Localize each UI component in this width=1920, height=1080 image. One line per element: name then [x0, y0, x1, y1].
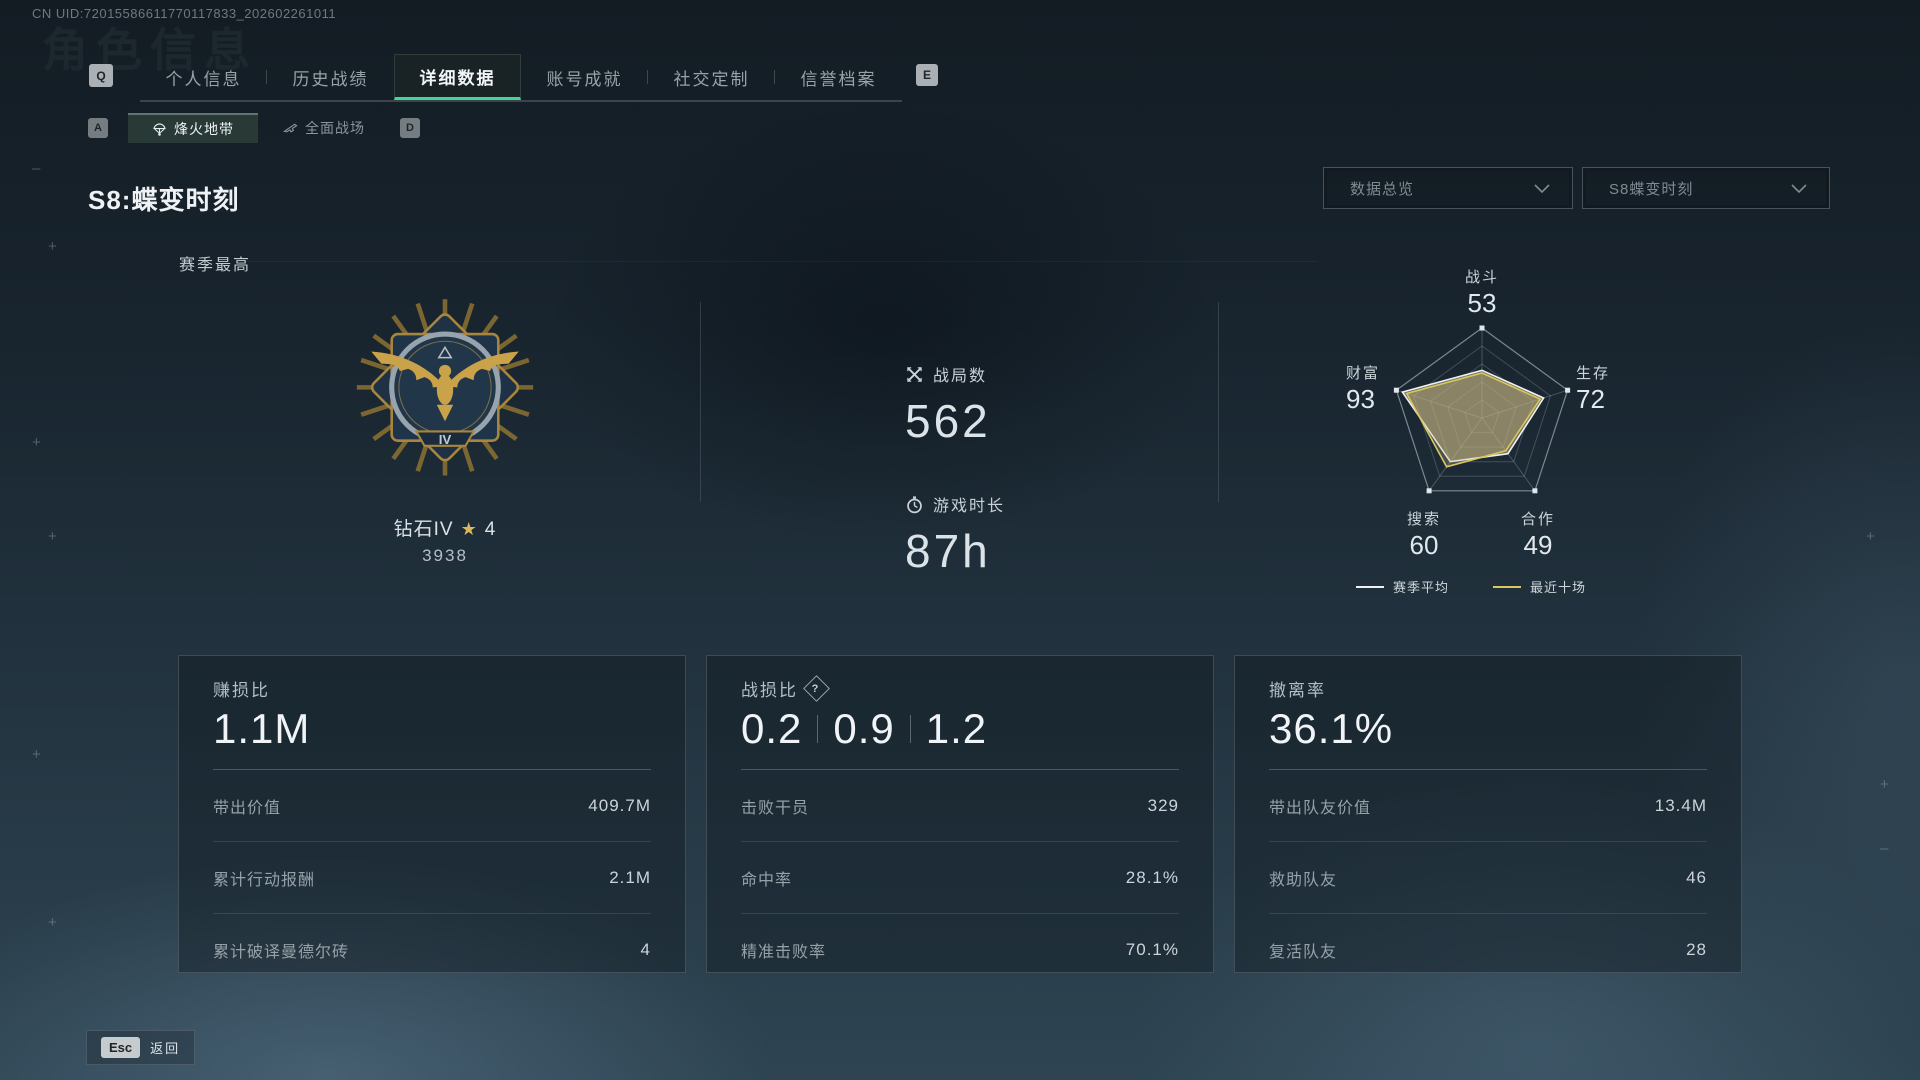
legend-season-average: 赛季平均 — [1356, 577, 1449, 596]
season-best-label: 赛季最高 — [179, 257, 252, 274]
value-separator — [909, 715, 911, 743]
playtime-value: 87h — [905, 525, 991, 577]
tab-history[interactable]: 历史战绩 — [292, 69, 369, 89]
matches-label: 战局数 — [933, 368, 988, 385]
stat-row: 击败干员 329 — [741, 770, 1179, 842]
playtime-stat: 游戏时长 87h — [905, 492, 1165, 578]
rank-points: 3938 — [422, 546, 468, 565]
subtab-label: 全面战场 — [305, 120, 365, 136]
tab-personal-info[interactable]: 个人信息 — [140, 54, 267, 100]
stat-row: 命中率 28.1% — [741, 842, 1179, 914]
tab-detailed-data[interactable]: 详细数据 — [394, 54, 521, 100]
rifle-icon — [283, 123, 298, 133]
decor-mark — [48, 528, 57, 545]
decor-mark — [48, 914, 57, 931]
stat-row: 带出队友价值 13.4M — [1269, 770, 1707, 842]
playtime-label: 游戏时长 — [933, 498, 1006, 515]
kd-ratio-card: 战损比 ? 0.2 0.9 1.2 击败干员 329 命中率 28.1% 精准击败率… — [706, 655, 1214, 973]
badge-tier-numeral: IV — [439, 432, 452, 447]
back-button[interactable]: Esc 返回 — [86, 1030, 196, 1065]
decor-mark — [32, 160, 40, 177]
mode-tab-bar: 烽火地带 全面战场 D — [128, 113, 420, 143]
radar-plot — [1393, 325, 1571, 494]
season-select-dropdown[interactable]: S8蝶变时刻 — [1582, 167, 1830, 209]
rank-badge: IV — [356, 299, 534, 476]
radar-axis-survival: 生存 72 — [1576, 365, 1611, 415]
crossed-swords-icon — [907, 366, 922, 382]
legend-swatch — [1493, 585, 1522, 588]
card-title: 战损比 — [741, 681, 798, 700]
key-hint-e: E — [916, 64, 938, 86]
eagle-icon — [371, 351, 519, 422]
stat-row: 累计破译曼德尔砖 4 — [213, 939, 651, 961]
matches-stat: 战局数 562 — [905, 362, 1165, 448]
dropdown-value: S8蝶变时刻 — [1609, 180, 1694, 198]
key-hint-a: A — [88, 118, 108, 138]
stat-row: 复活队友 28 — [1269, 939, 1707, 961]
chevron-down-icon — [1534, 183, 1550, 193]
decor-mark — [48, 238, 57, 255]
data-overview-dropdown[interactable]: 数据总览 — [1323, 167, 1573, 209]
profit-loss-card: 赚损比 1.1M 带出价值 409.7M 累计行动报酬 2.1M 累计破译曼德尔砖 4 — [178, 655, 686, 973]
decor-mark — [1866, 528, 1875, 545]
main-tab-bar: 个人信息 历史战绩 详细数据 账号成就 社交定制 信誉档案 — [140, 54, 902, 100]
tab-achievements[interactable]: 账号成就 — [521, 54, 648, 100]
subtab-battlefield[interactable]: 全面战场 — [258, 113, 390, 143]
card-big-value: 1.1M — [213, 705, 311, 752]
radar-axis-wealth: 财富 93 — [1346, 365, 1381, 415]
decor-mark — [32, 434, 41, 451]
tab-reputation[interactable]: 信誉档案 — [800, 69, 877, 89]
star-icon: ★ — [460, 519, 478, 539]
radar-chart: 战斗 53 生存 72 合作 49 搜索 60 财富 93 赛季平均 最近十场 — [1320, 255, 1740, 615]
decor-mark — [32, 746, 41, 763]
rank-tier-label: 钻石IV — [393, 519, 454, 540]
value-separator — [817, 715, 819, 743]
subtab-label: 烽火地带 — [174, 121, 234, 137]
tab-social[interactable]: 社交定制 — [648, 54, 775, 100]
chevron-down-icon — [1791, 183, 1807, 193]
subtab-fire-zone[interactable]: 烽火地带 — [128, 113, 258, 143]
decor-hairline — [238, 261, 1318, 262]
stat-row: 救助队友 46 — [1269, 842, 1707, 914]
account-uid: CN UID:72015586611770117833_202602261011 — [32, 6, 337, 21]
radar-axis-combat: 战斗 53 — [1464, 269, 1499, 319]
key-hint-d: D — [400, 118, 420, 138]
stat-row: 带出价值 409.7M — [213, 770, 651, 842]
stat-row: 累计行动报酬 2.1M — [213, 842, 651, 914]
legend-swatch — [1356, 585, 1384, 588]
back-label: 返回 — [150, 1041, 181, 1056]
radar-axis-search: 搜索 60 — [1406, 511, 1441, 561]
radar-legend: 赛季平均 最近十场 — [1356, 577, 1586, 596]
decor-mark — [1880, 776, 1889, 793]
stopwatch-icon — [907, 495, 922, 513]
decor-mark — [1880, 840, 1888, 857]
help-icon[interactable]: ? — [803, 675, 830, 702]
page-ghost-title: 角色信息 — [42, 24, 258, 76]
column-divider — [1218, 302, 1219, 502]
card-big-value: 36.1% — [1269, 705, 1394, 752]
rank-tier-line: 钻石IV ★ 4 — [330, 514, 560, 541]
card-big-values: 0.2 0.9 1.2 — [741, 705, 988, 752]
rank-star-count: 4 — [484, 519, 497, 540]
tabbar-underline — [140, 100, 902, 102]
dropdown-value: 数据总览 — [1350, 180, 1415, 198]
delta-icon — [437, 345, 453, 359]
radar-axis-cooperation: 合作 49 — [1520, 511, 1555, 561]
parachute-icon — [153, 122, 166, 136]
legend-recent-ten: 最近十场 — [1493, 577, 1586, 596]
card-title: 撤离率 — [1269, 681, 1326, 700]
column-divider — [700, 302, 701, 502]
season-title: S8:蝶变时刻 — [88, 185, 240, 215]
card-title: 赚损比 — [213, 681, 270, 700]
extraction-rate-card: 撤离率 36.1% 带出队友价值 13.4M 救助队友 46 复活队友 28 — [1234, 655, 1742, 973]
matches-value: 562 — [905, 395, 991, 447]
esc-key-icon: Esc — [101, 1037, 141, 1058]
stat-row: 精准击败率 70.1% — [741, 939, 1179, 961]
key-hint-q: Q — [89, 64, 113, 87]
